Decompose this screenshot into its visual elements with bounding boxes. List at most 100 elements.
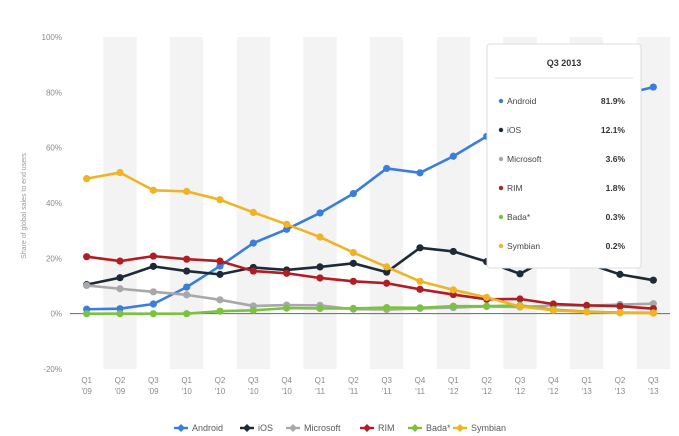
data-point-microsoft[interactable] xyxy=(149,288,157,296)
tooltip-title: Q3 2013 xyxy=(547,58,582,68)
x-tick-label-year: '12 xyxy=(481,387,492,396)
data-point-symbian[interactable] xyxy=(249,208,257,217)
data-point-rim[interactable] xyxy=(416,285,424,293)
data-point-symbian[interactable] xyxy=(183,187,191,195)
x-tick-label: Q4 xyxy=(415,376,426,385)
data-point-symbian[interactable] xyxy=(349,248,357,257)
grid-band xyxy=(236,37,270,369)
data-point-android[interactable] xyxy=(116,305,124,313)
data-point-microsoft[interactable] xyxy=(183,291,191,299)
data-point-symbian[interactable] xyxy=(516,302,524,311)
data-point-symbian[interactable] xyxy=(549,306,557,314)
data-point-rim[interactable] xyxy=(216,257,224,265)
data-point-bada[interactable] xyxy=(83,310,91,318)
legend-item-symbian[interactable]: Symbian xyxy=(453,423,506,433)
data-point-rim[interactable] xyxy=(583,301,591,309)
legend-item-ios[interactable]: iOS xyxy=(240,423,273,433)
series-line-symbian xyxy=(85,171,655,315)
data-point-rim[interactable] xyxy=(116,257,124,265)
data-point-bada[interactable] xyxy=(449,302,457,310)
data-point-bada[interactable] xyxy=(283,304,291,312)
data-point-ios[interactable] xyxy=(149,262,157,270)
data-point-bada[interactable] xyxy=(349,304,357,313)
legend-item-microsoft[interactable]: Microsoft xyxy=(286,423,341,433)
data-point-android[interactable] xyxy=(349,189,357,198)
data-point-rim[interactable] xyxy=(249,267,257,275)
data-point-bada[interactable] xyxy=(249,306,257,314)
tooltip-marker xyxy=(498,214,504,220)
data-point-rim[interactable] xyxy=(383,279,391,287)
data-point-rim[interactable] xyxy=(83,253,91,261)
legend[interactable]: Android iOS Microsoft RIM Bada* Symbian xyxy=(174,423,506,433)
data-point-bada[interactable] xyxy=(183,310,191,318)
data-point-symbian[interactable] xyxy=(149,186,157,194)
data-point-android[interactable] xyxy=(416,169,424,177)
data-point-android[interactable] xyxy=(316,209,324,217)
data-point-android[interactable] xyxy=(249,239,257,247)
data-point-bada[interactable] xyxy=(483,302,491,310)
data-point-ios[interactable] xyxy=(416,244,424,252)
legend-item-rim[interactable]: RIM xyxy=(360,423,395,433)
data-point-symbian[interactable] xyxy=(649,309,657,317)
data-point-rim[interactable] xyxy=(316,274,324,282)
x-tick-label-year: '13 xyxy=(648,387,659,396)
data-point-ios[interactable] xyxy=(516,270,524,278)
data-point-bada[interactable] xyxy=(216,307,224,315)
data-point-bada[interactable] xyxy=(383,303,391,312)
x-tick-label: Q3 xyxy=(248,376,259,385)
data-point-bada[interactable] xyxy=(149,310,157,318)
data-point-ios[interactable] xyxy=(183,267,191,275)
data-point-rim[interactable] xyxy=(516,295,524,303)
grid-band xyxy=(170,37,204,369)
data-point-symbian[interactable] xyxy=(449,286,457,294)
legend-item-bada[interactable]: Bada* xyxy=(408,423,451,433)
data-point-bada[interactable] xyxy=(116,310,124,318)
data-point-symbian[interactable] xyxy=(616,309,624,317)
data-point-bada[interactable] xyxy=(416,304,424,312)
data-point-rim[interactable] xyxy=(283,269,291,277)
data-point-symbian[interactable] xyxy=(583,308,591,316)
data-point-symbian[interactable] xyxy=(383,263,391,271)
data-point-android[interactable] xyxy=(449,152,457,160)
data-point-rim[interactable] xyxy=(149,252,157,260)
data-point-ios[interactable] xyxy=(316,263,324,271)
data-point-android[interactable] xyxy=(649,83,657,91)
legend-label: Android xyxy=(192,423,223,433)
data-point-symbian[interactable] xyxy=(483,293,491,301)
data-point-microsoft[interactable] xyxy=(83,281,91,290)
data-point-android[interactable] xyxy=(183,283,191,291)
data-point-android[interactable] xyxy=(149,300,157,308)
data-point-symbian[interactable] xyxy=(216,196,224,204)
tooltip-marker xyxy=(498,243,504,249)
data-point-ios[interactable] xyxy=(616,270,624,278)
data-point-symbian[interactable] xyxy=(83,175,91,183)
x-tick-label: Q2 xyxy=(115,376,126,385)
data-point-ios[interactable] xyxy=(116,274,124,282)
data-point-symbian[interactable] xyxy=(316,233,324,241)
tooltip-series-name: Symbian xyxy=(507,241,540,251)
data-point-bada[interactable] xyxy=(316,304,324,313)
data-point-android[interactable] xyxy=(283,225,291,233)
data-point-microsoft[interactable] xyxy=(216,296,224,304)
x-tick-label: Q3 xyxy=(648,376,659,385)
data-point-rim[interactable] xyxy=(183,255,191,263)
data-point-ios[interactable] xyxy=(449,247,457,256)
data-point-ios[interactable] xyxy=(216,270,224,278)
data-point-ios[interactable] xyxy=(349,259,357,267)
x-tick-label: Q4 xyxy=(281,376,292,385)
data-point-rim[interactable] xyxy=(349,277,357,285)
data-point-symbian[interactable] xyxy=(416,277,424,285)
data-point-android[interactable] xyxy=(216,262,224,270)
data-point-symbian[interactable] xyxy=(116,168,124,177)
legend-item-android[interactable]: Android xyxy=(174,423,223,433)
data-point-ios[interactable] xyxy=(649,276,657,284)
data-point-microsoft[interactable] xyxy=(116,285,124,293)
data-point-android[interactable] xyxy=(383,164,391,173)
data-point-microsoft[interactable] xyxy=(649,300,657,308)
x-tick-label-year: '12 xyxy=(548,387,559,396)
y-tick-label: 100% xyxy=(42,33,62,42)
data-point-rim[interactable] xyxy=(549,300,557,308)
data-point-ios[interactable] xyxy=(383,268,391,276)
data-point-rim[interactable] xyxy=(616,302,624,310)
data-point-symbian[interactable] xyxy=(283,220,291,228)
